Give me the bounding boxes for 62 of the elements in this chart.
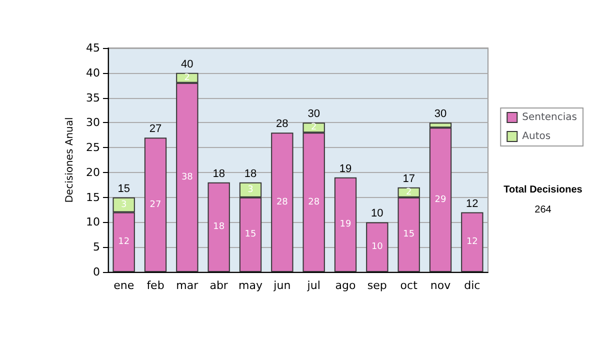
data-label: 15 [244, 230, 256, 240]
total-label: 15 [118, 182, 130, 195]
data-label: 2 [406, 187, 412, 198]
bar [334, 177, 357, 272]
bar [366, 222, 388, 272]
bar [271, 132, 294, 272]
y-tick-label: 30 [86, 116, 100, 130]
total-label: 12 [466, 198, 478, 210]
total-label: 17 [402, 172, 415, 185]
bar [144, 138, 167, 272]
y-tick-label: 25 [86, 141, 100, 154]
data-label: 28 [276, 197, 288, 208]
y-axis-title: Decisiones Anual [64, 117, 76, 203]
text: Total Decisiones [504, 184, 583, 196]
data-label: 10 [371, 242, 384, 252]
text: 264 [534, 204, 552, 216]
legend-label: Sentencias [522, 112, 578, 123]
total-label: 30 [308, 108, 320, 120]
data-label: 18 [213, 222, 225, 232]
x-tick-label: nov [430, 279, 452, 292]
bar [208, 182, 230, 272]
y-tick-label: 45 [86, 42, 100, 54]
data-label: 15 [403, 230, 415, 240]
data-label: 19 [340, 220, 352, 230]
data-label: 29 [434, 194, 446, 205]
y-tick-label: 0 [93, 266, 100, 278]
y-tick-label: 40 [86, 66, 100, 80]
total-label: 28 [276, 118, 288, 130]
total-label: 18 [212, 168, 225, 180]
data-label: 12 [118, 237, 130, 248]
data-label: 3 [120, 200, 127, 210]
data-label: 2 [184, 72, 190, 83]
data-label: 28 [308, 197, 320, 208]
x-tick-label: sep [367, 279, 387, 292]
x-tick-label: jul [306, 279, 320, 292]
total-label: 18 [244, 168, 257, 180]
data-label: 27 [150, 200, 162, 210]
total-label: 10 [371, 208, 384, 220]
x-tick-label: ago [335, 279, 356, 292]
total-label: 30 [434, 108, 447, 120]
legend-label: Autos [522, 131, 551, 142]
total-label: 19 [339, 162, 352, 175]
y-tick-label: 10 [86, 216, 100, 229]
data-label: 12 [466, 237, 478, 248]
x-tick-label: ene [114, 279, 134, 292]
total-label: 40 [181, 58, 194, 70]
y-tick-label: 5 [93, 240, 100, 254]
data-label: 3 [248, 184, 254, 195]
x-tick-label: mar [176, 279, 199, 292]
bar [461, 212, 484, 272]
data-label: 2 [310, 122, 317, 133]
x-tick-label: jun [272, 279, 291, 292]
y-tick-label: 35 [86, 91, 100, 104]
data-label: 38 [181, 172, 194, 182]
x-tick-label: oct [400, 279, 418, 292]
y-tick-label: 20 [86, 166, 100, 179]
x-tick-label: feb [146, 279, 164, 292]
total-label: 27 [149, 123, 162, 136]
x-tick-label: abr [210, 279, 228, 292]
x-tick-label: dic [464, 279, 480, 292]
y-tick-label: 15 [86, 190, 100, 204]
x-tick-label: may [238, 279, 263, 292]
